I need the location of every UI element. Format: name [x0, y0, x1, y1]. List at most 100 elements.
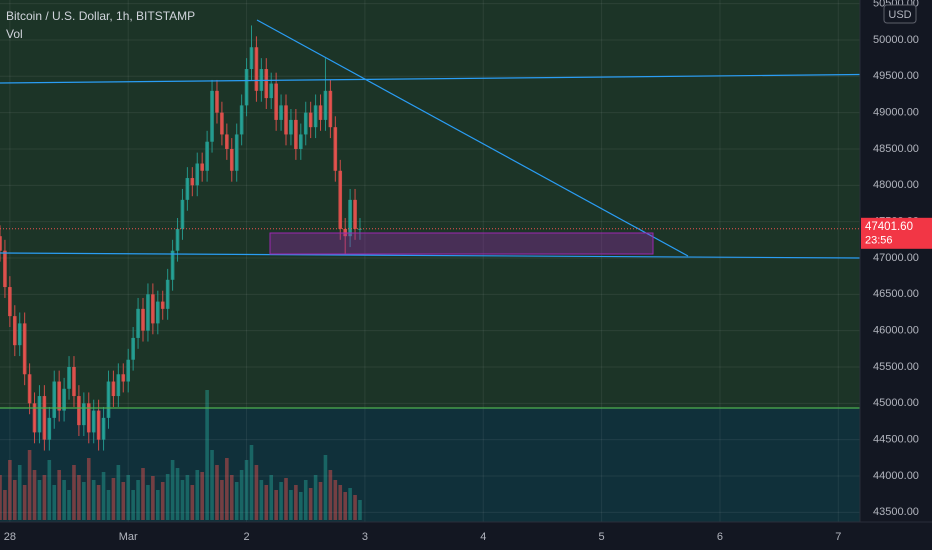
volume-bar	[62, 480, 66, 520]
volume-bar	[333, 480, 338, 520]
volume-bar	[136, 480, 140, 520]
candle-body	[121, 374, 126, 382]
candle-body	[82, 403, 86, 426]
candle-body	[318, 105, 323, 120]
volume-bar	[12, 480, 17, 520]
candle-body	[72, 366, 76, 397]
candle-body	[279, 105, 283, 120]
candle-body	[136, 308, 140, 338]
candle-body	[32, 403, 37, 433]
y-tick-label: 45000.00	[873, 397, 919, 409]
volume-bar	[180, 480, 185, 520]
y-tick-label: 45500.00	[873, 361, 919, 373]
candle-body	[42, 396, 47, 440]
last-price-label: 47401.60	[865, 221, 913, 233]
candle-body	[27, 374, 32, 404]
candle-body	[96, 410, 101, 440]
volume-bar	[121, 482, 126, 520]
volume-bar	[52, 485, 57, 520]
candle-body	[111, 381, 116, 397]
volume-bar	[131, 490, 135, 520]
y-tick-label: 48000.00	[873, 179, 919, 191]
volume-bar	[126, 475, 131, 520]
candle-body	[299, 134, 303, 149]
price-axis	[860, 0, 932, 550]
candle-body	[12, 316, 17, 346]
volume-bar	[358, 500, 362, 520]
candle-body	[77, 396, 81, 426]
y-tick-label: 46500.00	[873, 288, 919, 300]
candle-body	[146, 294, 150, 331]
candle-body	[200, 163, 204, 171]
drawings	[0, 19, 861, 409]
y-tick-label: 47000.00	[873, 252, 919, 264]
x-tick-label: 6	[717, 531, 723, 543]
volume-bar	[86, 458, 91, 520]
volume-bar	[308, 488, 313, 520]
candle-body	[160, 301, 165, 309]
volume-bar	[160, 482, 165, 520]
countdown: 23:56	[865, 235, 893, 247]
candle-body	[358, 228, 362, 230]
volume-bar	[37, 480, 42, 520]
grid	[0, 0, 860, 522]
volume-bar	[175, 468, 180, 520]
volume-bar	[205, 390, 209, 520]
candle-body	[106, 381, 111, 418]
y-tick-label: 46000.00	[873, 325, 919, 337]
volume-bar	[313, 475, 318, 520]
volume-bar	[195, 470, 200, 520]
volume-bar	[82, 482, 86, 520]
volume-bar	[101, 472, 106, 520]
candle-body	[0, 236, 2, 251]
volume-bar	[284, 478, 288, 520]
candle-body	[190, 178, 195, 186]
candle-body	[289, 119, 293, 135]
candle-body	[170, 250, 175, 280]
candle-body	[338, 170, 343, 229]
candle-body	[225, 134, 229, 149]
volume-bar	[42, 475, 47, 520]
y-tick-label: 48500.00	[873, 143, 919, 155]
candle-body	[303, 112, 308, 135]
candle-body	[155, 301, 160, 324]
candle-body	[3, 250, 7, 288]
volume-bar	[328, 470, 333, 520]
volume-bar	[279, 482, 283, 520]
x-tick-label: 5	[599, 531, 605, 543]
upper-zone	[0, 0, 860, 408]
candle-body	[131, 337, 135, 360]
candle-body	[185, 178, 190, 200]
volume-bar	[249, 445, 254, 520]
volume-bar	[289, 490, 293, 520]
candle-body	[151, 294, 155, 324]
candle-body	[215, 90, 219, 113]
volume-bar	[343, 492, 347, 520]
chart-title: Bitcoin / U.S. Dollar, 1h, BITSTAMP	[6, 9, 195, 23]
trend-line	[0, 73, 861, 84]
volume-bar	[220, 480, 224, 520]
candle-body	[313, 105, 318, 128]
lower-zone	[0, 408, 860, 522]
x-tick-label: Mar	[119, 531, 138, 543]
volume-bar	[72, 465, 76, 520]
candle-body	[175, 228, 180, 251]
candle-body	[52, 381, 57, 418]
candle-body	[239, 105, 244, 135]
volume-bar	[57, 470, 61, 520]
volume-bar	[17, 465, 22, 520]
volume-bar	[269, 475, 274, 520]
candle-body	[101, 417, 106, 440]
candle-body	[328, 90, 333, 128]
volume-bar	[32, 470, 37, 520]
support-line	[0, 252, 861, 259]
candle-body	[249, 47, 254, 70]
volume-bar	[141, 468, 145, 520]
candle-body	[165, 279, 170, 309]
volume-bar	[3, 490, 7, 520]
candle-body	[234, 134, 239, 171]
candle-body	[264, 69, 269, 99]
volume-bar	[67, 490, 71, 520]
volume-bar	[259, 480, 264, 520]
y-tick-label: 44500.00	[873, 434, 919, 446]
